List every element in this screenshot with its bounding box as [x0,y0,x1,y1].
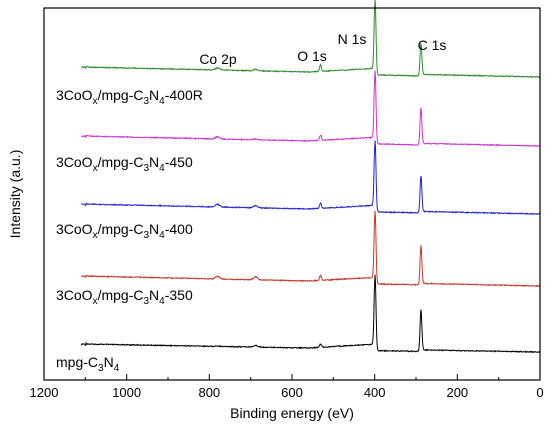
series-1 [80,210,541,288]
series-label: 3CoOx/mpg-C3N4-400 [56,221,193,241]
plot-frame [43,7,541,381]
series-layer [80,0,541,354]
series-2 [80,140,541,216]
x-tick-label: 400 [364,385,386,400]
x-tick-label: 200 [446,385,468,400]
series-line [80,0,541,79]
x-tick-label: 1200 [30,385,59,400]
peak-label: Co 2p [199,51,237,67]
x-axis-title: Binding energy (eV) [230,405,354,421]
x-tick-label: 800 [198,385,220,400]
peak-label: C 1s [418,37,447,53]
y-axis-title: Intensity (a.u.) [7,150,23,239]
series-label: 3CoOx/mpg-C3N4-450 [56,154,193,174]
axes: 1200 1000 800 600 400 200 0 [30,7,544,400]
x-tick-label: 0 [536,385,543,400]
series-line [80,140,541,216]
series-label: 3CoOx/mpg-C3N4-400R [56,87,203,107]
series-3 [81,70,541,148]
labels: Binding energy (eV) Intensity (a.u.) Co 2p… [7,31,446,421]
series-line [81,70,541,148]
series-4 [80,0,541,79]
x-tick-label: 1000 [112,385,141,400]
peak-label: O 1s [297,48,327,64]
series-line [80,210,541,288]
series-0 [80,274,541,354]
series-line [80,274,541,354]
peak-label: N 1s [338,31,367,47]
series-label: mpg-C3N4 [56,354,120,374]
x-tick-label: 600 [281,385,303,400]
series-label: 3CoOx/mpg-C3N4-350 [56,287,193,307]
